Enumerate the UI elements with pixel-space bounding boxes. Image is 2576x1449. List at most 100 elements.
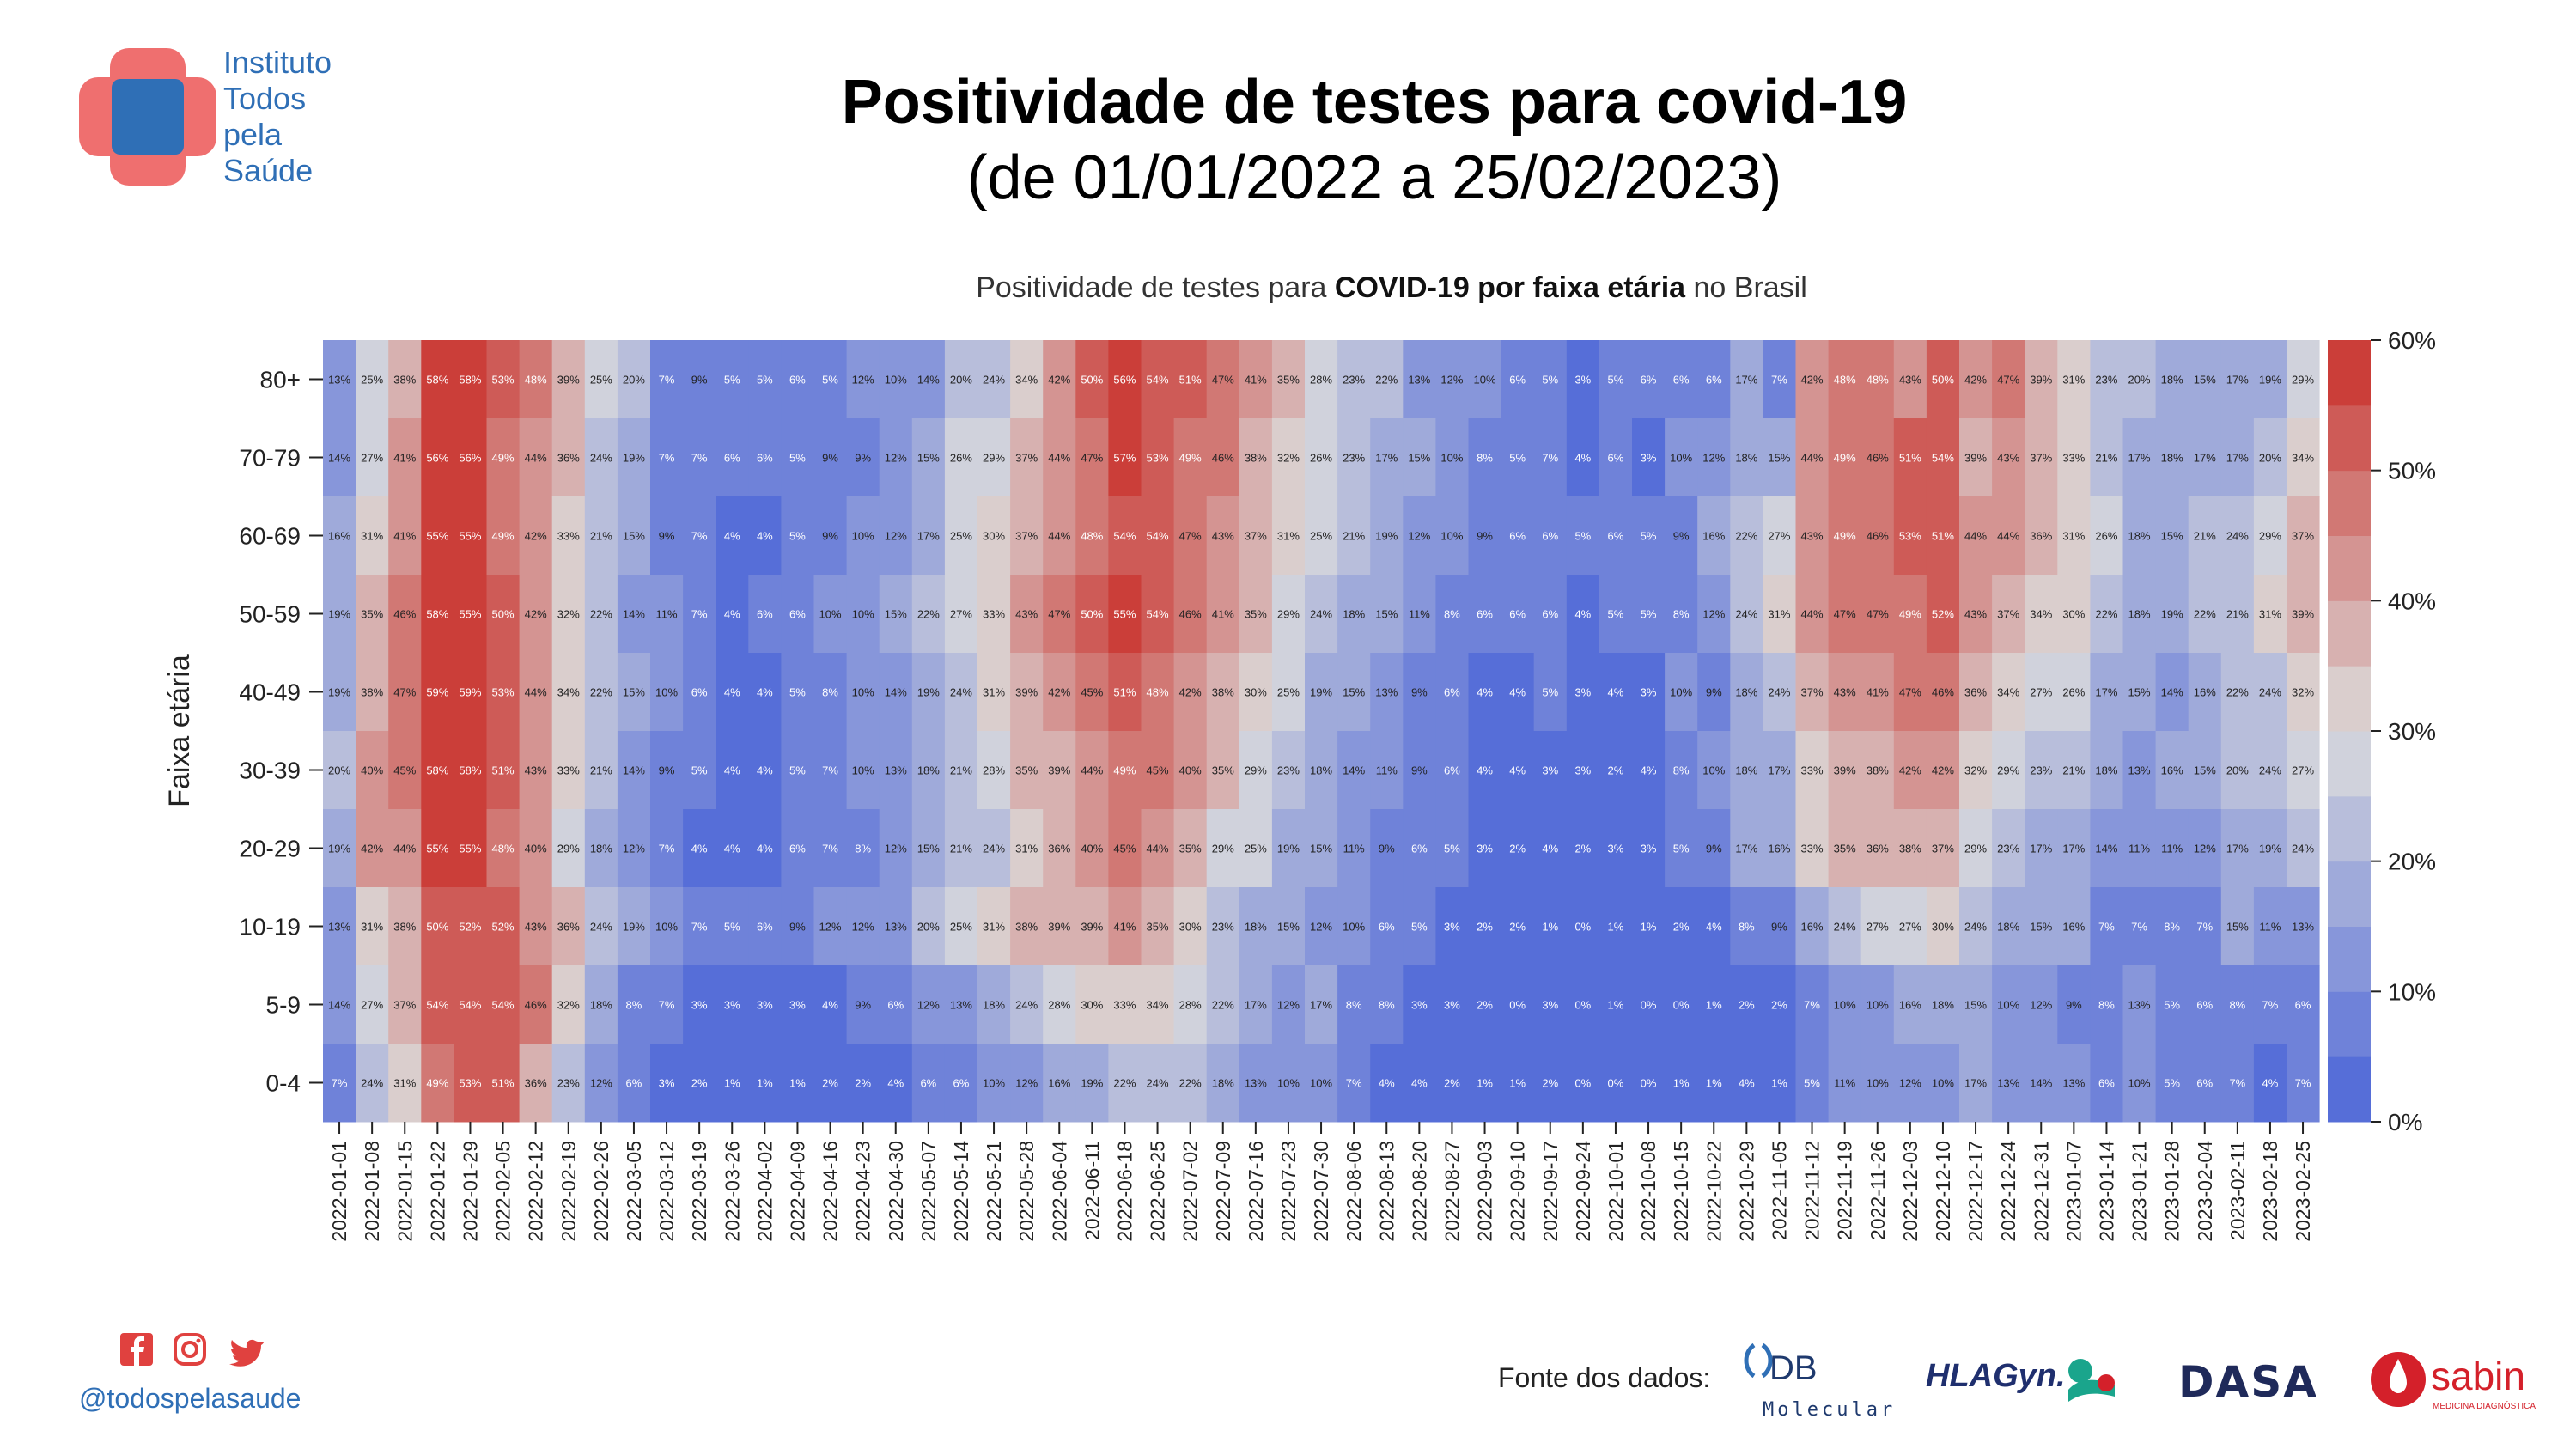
cell-value-label: 10% (655, 921, 678, 934)
cell-value-label: 20% (2259, 452, 2281, 465)
heatmap-cell (846, 653, 880, 732)
heatmap-cell (1075, 653, 1109, 732)
heatmap-cell (1403, 809, 1436, 888)
cell-value-label: 16% (2194, 686, 2216, 699)
heatmap-cell (683, 809, 716, 888)
heatmap-cell (1043, 418, 1076, 497)
cell-value-label: 33% (557, 530, 580, 543)
heatmap-cell (2025, 1044, 2058, 1123)
cell-value-label: 28% (1310, 374, 1332, 387)
cell-value-label: 9% (659, 530, 675, 543)
heatmap-cell (486, 496, 521, 575)
heatmap-cell (617, 418, 651, 497)
column-label: 2022-06-18 (1113, 1141, 1136, 1242)
cell-value-label: 22% (1212, 999, 1234, 1012)
cell-value-label: 7% (659, 374, 675, 387)
heatmap-cell (1271, 809, 1306, 888)
cell-value-label: 35% (1834, 843, 1856, 855)
cell-value-label: 28% (1179, 999, 1202, 1012)
cell-value-label: 19% (1277, 843, 1300, 855)
heatmap-cell (650, 731, 684, 810)
heatmap-cell (879, 731, 913, 810)
column-label: 2022-11-19 (1834, 1141, 1856, 1240)
heatmap-cell (1501, 496, 1535, 575)
heatmap-cell (1435, 496, 1469, 575)
heatmap-cell (1860, 418, 1895, 497)
cell-value-label: 9% (1706, 686, 1722, 699)
heatmap-cell (486, 418, 521, 497)
heatmap-cell (1665, 887, 1698, 966)
cell-value-label: 24% (2259, 686, 2281, 699)
heatmap-cell (2155, 965, 2189, 1044)
cell-value-label: 1% (1477, 1077, 1493, 1090)
heatmap-cell (486, 575, 521, 654)
heatmap-cell (584, 1044, 618, 1123)
heatmap-cell (1337, 575, 1371, 654)
cell-value-label: 5% (1641, 530, 1657, 543)
column-label: 2022-11-05 (1768, 1141, 1790, 1240)
cell-value-label: 26% (2062, 686, 2085, 699)
heatmap-cell (1632, 731, 1666, 810)
heatmap-cell (1730, 575, 1763, 654)
heatmap-cell (846, 1044, 880, 1123)
heatmap-cell (1959, 965, 1993, 1044)
svg-text:Molecular: Molecular (1763, 1399, 1896, 1421)
heatmap-cell (388, 731, 422, 810)
dasa-logo-icon: DASA (2178, 1357, 2317, 1407)
cell-value-label: 8% (2164, 921, 2180, 934)
heatmap-cell (911, 731, 946, 810)
cell-value-label: 20% (950, 374, 972, 387)
db-molecular-logo-icon: DB Molecular (1744, 1342, 1896, 1421)
column-label: 2022-12-10 (1932, 1141, 1954, 1242)
cell-value-label: 43% (525, 921, 547, 934)
sabin-logo-icon: sabin MEDICINA DIAGNÓSTICA (2371, 1352, 2536, 1411)
heatmap-cell (584, 418, 618, 497)
cell-value-label: 42% (525, 530, 547, 543)
heatmap-cell (1828, 809, 1862, 888)
heatmap-cell (1893, 653, 1927, 732)
cell-value-label: 10% (1440, 452, 1463, 465)
social-handle[interactable]: @todospelasaude (79, 1383, 301, 1414)
cell-value-label: 17% (1735, 843, 1757, 855)
cell-value-label: 10% (1343, 921, 1365, 934)
heatmap-cell (1730, 1044, 1763, 1123)
heatmap-cell (551, 418, 586, 497)
cell-value-label: 48% (1867, 374, 1889, 387)
cell-value-label: 23% (1343, 374, 1365, 387)
facebook-icon[interactable] (120, 1333, 153, 1366)
cell-value-label: 30% (983, 530, 1005, 543)
heatmap-cell (1860, 887, 1895, 966)
cell-value-label: 11% (656, 608, 678, 621)
heatmap-cell (1271, 653, 1306, 732)
cell-value-label: 31% (983, 921, 1005, 934)
cell-value-label: 19% (1081, 1077, 1103, 1090)
heatmap-cell (1533, 496, 1568, 575)
column-label: 2022-06-25 (1147, 1141, 1169, 1242)
cell-value-label: 49% (492, 452, 515, 465)
heatmap-cell (1992, 731, 2025, 810)
instagram-icon[interactable] (174, 1333, 206, 1366)
cell-value-label: 34% (1015, 374, 1038, 387)
heatmap-cell (1337, 731, 1371, 810)
column-label: 2022-03-26 (721, 1141, 743, 1242)
twitter-icon[interactable] (229, 1339, 265, 1367)
heatmap-cell (2025, 731, 2058, 810)
cell-value-label: 31% (1768, 608, 1790, 621)
data-source-label: Fonte dos dados: (1498, 1362, 1711, 1393)
heatmap-cell (1337, 496, 1371, 575)
heatmap-cell (1075, 731, 1109, 810)
heatmap-cell (1959, 575, 1993, 654)
heatmap-cell (1043, 965, 1076, 1044)
heatmap-cell (1141, 340, 1175, 419)
cell-value-label: 43% (1899, 374, 1921, 387)
heatmap-cell (1533, 1044, 1568, 1123)
heatmap-cell (1271, 731, 1306, 810)
cell-value-label: 6% (757, 452, 773, 465)
cell-value-label: 3% (1411, 999, 1428, 1012)
cell-value-label: 11% (2259, 921, 2281, 934)
heatmap-cell (1239, 653, 1273, 732)
svg-text:HLAGyn.: HLAGyn. (1926, 1358, 2066, 1394)
cell-value-label: 14% (885, 686, 907, 699)
heatmap-cell (2253, 653, 2287, 732)
cell-value-label: 6% (691, 686, 708, 699)
